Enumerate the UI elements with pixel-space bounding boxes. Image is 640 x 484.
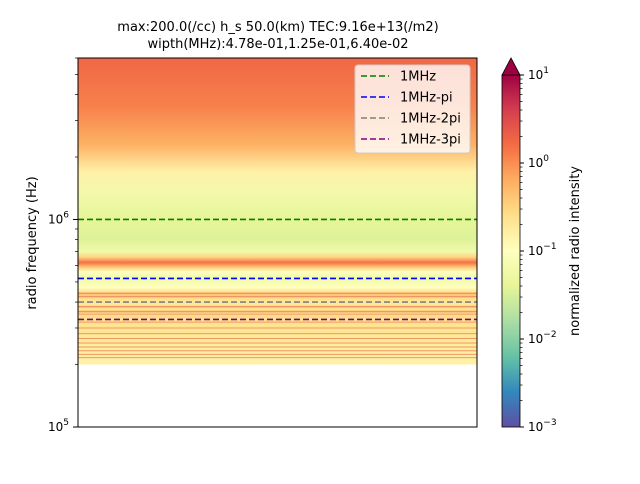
legend-label: 1MHz xyxy=(400,70,436,85)
legend-label: 1MHz-2pi xyxy=(400,112,461,127)
legend-label: 1MHz-pi xyxy=(400,91,453,106)
colorbar-tick-label: 10−1 xyxy=(528,242,557,258)
emission-lines xyxy=(78,292,477,359)
legend-label: 1MHz-3pi xyxy=(400,133,461,148)
colorbar: 101 100 10−1 10−2 10−3 xyxy=(501,57,557,434)
colorbar-extend-arrow xyxy=(501,57,521,76)
y-axis: 105 106 xyxy=(48,57,78,434)
y-tick-label: 105 xyxy=(48,418,69,434)
colorbar-ticks: 101 100 10−1 10−2 10−3 xyxy=(520,66,557,434)
colorbar-tick-label: 101 xyxy=(528,66,549,82)
colorbar-tick-label: 10−2 xyxy=(528,330,557,346)
legend: 1MHz 1MHz-pi 1MHz-2pi 1MHz-3pi xyxy=(354,64,471,154)
legend-box xyxy=(354,64,471,154)
colorbar-scale xyxy=(501,74,521,428)
colorbar-label: normalized radio intensity xyxy=(568,166,583,336)
chart-title-line-1: max:200.0(/cc) h_s 50.0(km) TEC:9.16e+13… xyxy=(117,20,439,35)
colorbar-tick-label: 10−3 xyxy=(528,418,557,434)
y-tick-label: 106 xyxy=(48,210,69,226)
plot-frame xyxy=(77,57,478,428)
reference-lines xyxy=(78,218,477,321)
colorbar-tick-label: 100 xyxy=(528,154,549,170)
y-axis-label: radio frequency (Hz) xyxy=(25,176,40,309)
chart-title-line-2: wipth(MHz):4.78e-01,1.25e-01,6.40e-02 xyxy=(147,37,409,52)
